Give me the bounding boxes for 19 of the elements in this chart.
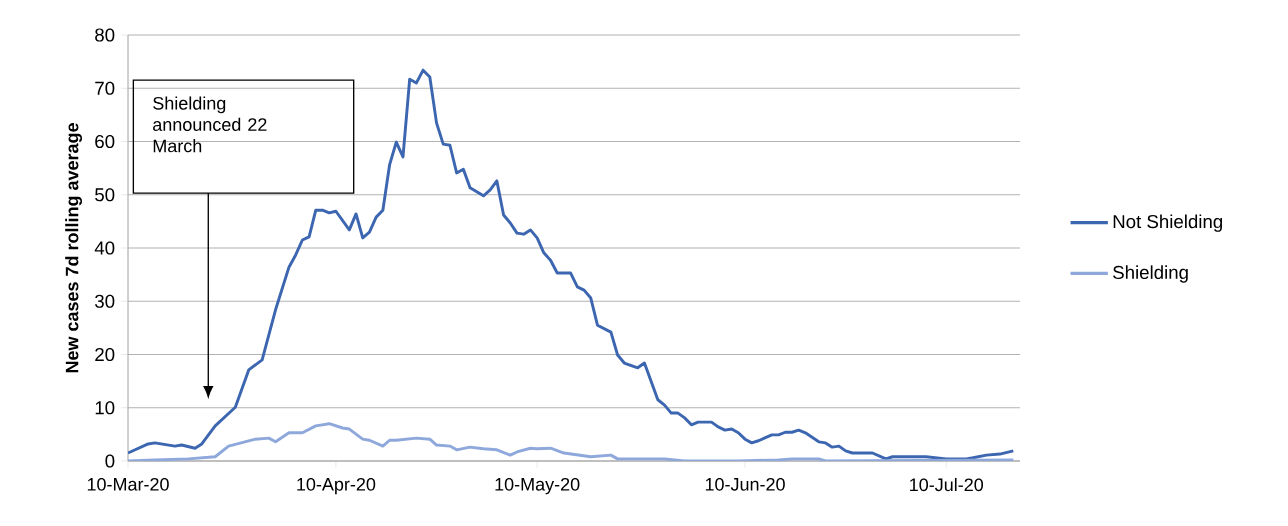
line-series <box>128 68 1015 461</box>
y-tick-label: 70 <box>95 81 115 95</box>
x-tick-label: 10-Jul-20 <box>910 477 984 492</box>
y-tick-label: 20 <box>95 347 115 362</box>
y-tick-label: 30 <box>95 294 115 308</box>
x-tick-label: 10-Mar-20 <box>87 477 169 491</box>
y-axis-title: New cases 7d rolling average <box>65 123 83 373</box>
y-tick-label: 10 <box>95 401 115 415</box>
legend-label: Not Shielding <box>1113 214 1222 232</box>
x-tick-label: 10-Apr-20 <box>297 477 376 495</box>
y-tick-label: 50 <box>95 188 115 202</box>
y-tick-label: 80 <box>95 28 115 42</box>
x-tick-label: 10-May-20 <box>495 477 580 495</box>
legend-label: Shielding <box>1113 265 1188 283</box>
annotation: Shielding announced 22 March <box>153 96 267 153</box>
y-tick-label: 0 <box>105 454 115 468</box>
x-tick-label: 10-Jun-20 <box>705 477 785 491</box>
y-tick-label: 40 <box>94 241 115 255</box>
y-tick-label: 60 <box>95 134 115 149</box>
